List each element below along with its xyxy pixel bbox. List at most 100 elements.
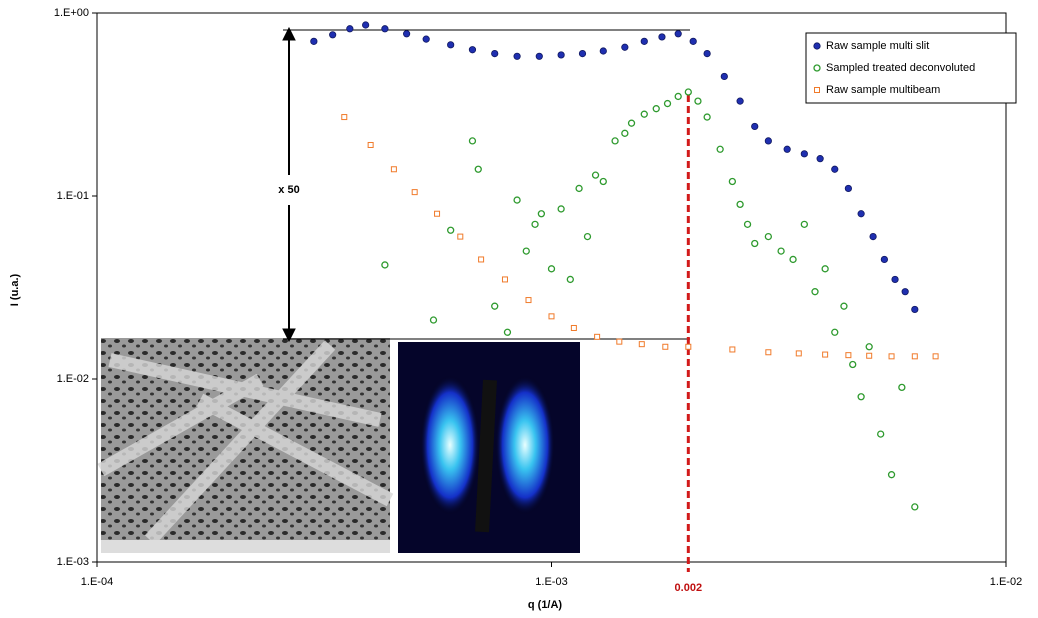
- data-point: [531, 220, 539, 228]
- data-point: [474, 165, 482, 173]
- data-point: [447, 41, 455, 49]
- data-point: [591, 171, 600, 179]
- data-point: [674, 92, 682, 101]
- data-point: [743, 220, 752, 228]
- data-point: [800, 150, 808, 158]
- legend-label: Sampled treated deconvoluted: [826, 62, 975, 74]
- data-point: [503, 328, 512, 336]
- reference-label: 0.002: [675, 582, 703, 594]
- legend-label: Raw sample multibeam: [826, 84, 940, 96]
- data-point: [491, 302, 499, 310]
- data-point: [429, 316, 438, 324]
- y-tick-label: 1.E-02: [57, 373, 89, 385]
- legend-box: [805, 32, 1017, 104]
- data-point: [898, 383, 906, 392]
- data-point: [728, 177, 737, 186]
- data-point: [729, 346, 736, 353]
- data-point: [911, 305, 919, 314]
- data-point: [640, 37, 648, 45]
- data-point: [468, 46, 477, 54]
- data-point: [468, 137, 477, 145]
- scale-bracket: [282, 26, 690, 343]
- data-point: [764, 232, 773, 241]
- data-point: [845, 352, 852, 359]
- inset-sem-image: [97, 338, 394, 553]
- data-point: [831, 165, 839, 173]
- data-point: [570, 324, 577, 331]
- legend-label: Raw sample multi slit: [826, 40, 929, 52]
- data-point: [381, 261, 389, 269]
- data-point: [751, 122, 759, 131]
- data-point: [329, 31, 337, 39]
- data-point: [599, 47, 607, 55]
- data-point: [621, 129, 629, 137]
- data-point: [822, 351, 829, 358]
- data-point: [911, 353, 918, 360]
- data-point: [840, 302, 848, 310]
- data-point: [616, 338, 623, 345]
- series: [381, 88, 919, 511]
- data-point: [638, 341, 645, 348]
- data-point: [831, 328, 839, 336]
- data-point: [844, 184, 852, 193]
- data-point: [547, 265, 556, 273]
- x-tick-label: 1.E-04: [81, 576, 113, 588]
- data-point: [575, 184, 583, 193]
- data-point: [525, 297, 532, 304]
- data-point: [703, 113, 711, 121]
- data-point: [652, 105, 660, 113]
- annotation: x 50: [278, 184, 299, 196]
- data-point: [566, 275, 574, 284]
- data-point: [751, 239, 759, 248]
- data-point: [901, 288, 909, 296]
- series: [310, 21, 919, 314]
- legend-marker: [813, 42, 821, 50]
- data-point: [689, 37, 697, 45]
- data-point: [887, 471, 896, 479]
- data-point: [800, 220, 808, 228]
- data-point: [381, 25, 389, 33]
- data-point: [411, 189, 418, 196]
- data-point: [932, 353, 939, 360]
- data-point: [811, 288, 819, 296]
- data-point: [346, 25, 354, 33]
- data-point: [341, 114, 348, 121]
- inset-diffraction-image: [398, 342, 580, 553]
- data-point: [611, 137, 619, 145]
- data-point: [627, 119, 636, 127]
- data-point: [777, 247, 785, 255]
- data-point: [403, 30, 411, 38]
- data-point: [434, 210, 441, 217]
- data-point: [422, 35, 430, 43]
- data-point: [764, 137, 772, 145]
- data-point: [736, 200, 744, 209]
- data-point: [548, 313, 555, 320]
- data-point: [869, 232, 877, 241]
- data-point: [821, 265, 829, 273]
- data-point: [849, 360, 857, 369]
- data-point: [367, 141, 374, 148]
- data-point: [716, 145, 724, 153]
- data-point: [694, 97, 702, 105]
- series: [341, 114, 939, 360]
- data-point: [877, 430, 885, 438]
- data-point: [491, 49, 499, 58]
- data-point: [789, 255, 797, 264]
- data-point: [663, 99, 672, 108]
- data-point: [583, 232, 592, 241]
- x-tick-label: 1.E-03: [535, 576, 567, 588]
- legend-marker: [813, 64, 821, 72]
- data-point: [557, 51, 565, 59]
- x-axis-label: q (1/A): [528, 599, 563, 611]
- data-point: [535, 52, 543, 60]
- data-point: [447, 226, 455, 234]
- data-point: [594, 333, 601, 340]
- data-point: [674, 30, 682, 38]
- data-point: [911, 503, 919, 511]
- data-point: [662, 343, 669, 350]
- data-point: [891, 275, 899, 284]
- data-point: [795, 350, 802, 357]
- y-axis-label: I (u.a.): [9, 273, 21, 306]
- data-point: [599, 177, 607, 186]
